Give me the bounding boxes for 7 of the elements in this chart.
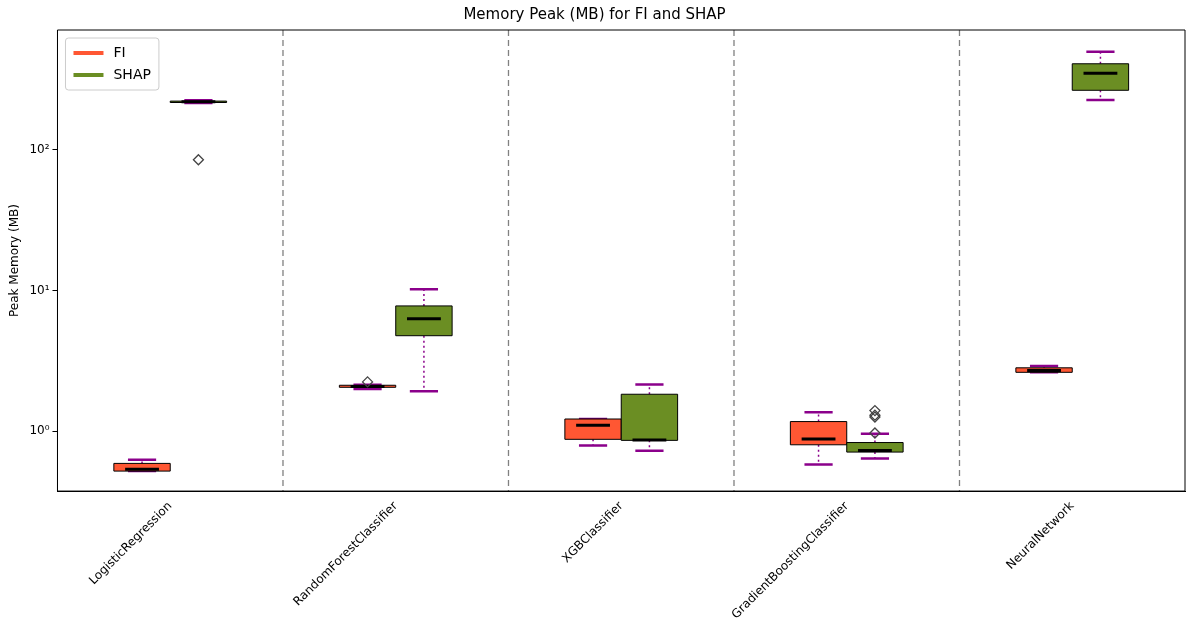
- y-axis-title: Peak Memory (MB): [7, 204, 22, 317]
- y-tick-label: 10²: [29, 141, 50, 156]
- legend-label: FI: [113, 43, 126, 60]
- y-tick-label: 10¹: [29, 282, 50, 297]
- chart-title: Memory Peak (MB) for FI and SHAP: [463, 4, 726, 23]
- y-tick-label: 10⁰: [29, 423, 50, 438]
- legend-label: SHAP: [113, 65, 151, 82]
